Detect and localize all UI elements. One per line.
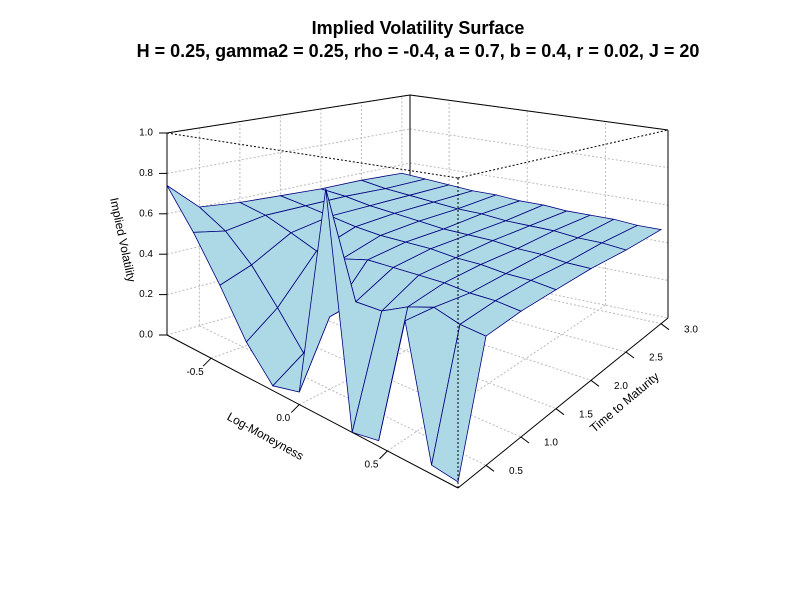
- tick-mark: [202, 357, 212, 367]
- z-tick-label: 0.6: [139, 208, 153, 219]
- tick-mark: [555, 408, 565, 416]
- grid-line: [409, 162, 669, 206]
- y-tick-label: 2.5: [649, 353, 663, 364]
- tick-mark: [290, 404, 300, 413]
- y-tick-label: 1.0: [544, 438, 558, 449]
- chart-subtitle: H = 0.25, gamma2 = 0.25, rho = -0.4, a =…: [137, 41, 700, 61]
- z-tick-label: 0.0: [139, 330, 153, 341]
- grid-line: [320, 290, 592, 381]
- grid-line: [166, 128, 411, 174]
- grid-line: [166, 162, 411, 215]
- box-edge: [166, 334, 459, 489]
- y-axis-label: Time to Maturity: [587, 369, 662, 435]
- box-edge: [409, 94, 669, 131]
- box-edge: [166, 132, 459, 179]
- grid-line: [409, 128, 669, 169]
- box-edge: [457, 317, 669, 489]
- box-edge: [457, 129, 669, 179]
- x-axis-label: Log-Moneyness: [225, 409, 306, 463]
- y-tick-label: 3.0: [684, 324, 698, 335]
- z-axis-label: Implied Volatility: [107, 196, 139, 283]
- surface-face: [431, 323, 487, 483]
- x-tick-label: 0.0: [276, 413, 290, 424]
- chart-title: Implied Volatility Surface: [312, 18, 525, 38]
- z-tick-label: 0.4: [139, 249, 153, 260]
- z-tick-label: 0.2: [139, 289, 153, 300]
- tick-mark: [590, 379, 600, 387]
- y-tick-label: 2.0: [614, 381, 628, 392]
- tick-mark: [660, 323, 670, 331]
- tick-mark: [520, 436, 530, 444]
- z-tick-label: 0.8: [139, 168, 153, 179]
- tick-mark: [485, 464, 495, 472]
- tick-mark: [625, 351, 635, 359]
- y-tick-label: 0.5: [509, 466, 523, 477]
- z-tick-label: 1.0: [139, 128, 153, 139]
- tick-mark: [379, 450, 388, 460]
- box-edge: [166, 94, 411, 134]
- x-tick-label: 0.5: [365, 460, 379, 471]
- y-tick-label: 1.5: [579, 409, 593, 420]
- x-tick-label: -0.5: [186, 367, 204, 378]
